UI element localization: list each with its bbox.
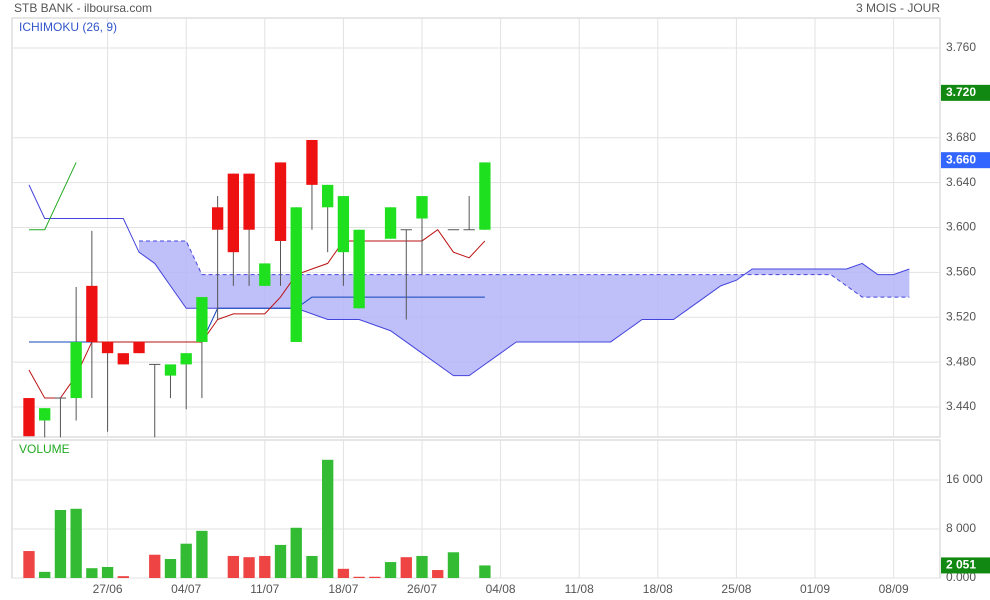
candle-body	[243, 173, 255, 230]
volume-bar	[369, 576, 381, 578]
candle-body	[196, 297, 208, 342]
y-tick-label: 3.520	[946, 309, 976, 323]
candle-body	[353, 229, 365, 309]
candle-body	[101, 341, 114, 354]
volume-bar	[39, 571, 51, 578]
indicator-line	[28, 162, 77, 231]
x-tick-label: 27/06	[93, 582, 123, 596]
indicator-line	[28, 184, 910, 377]
candle-body	[416, 196, 428, 219]
x-tick-label: 01/09	[800, 582, 830, 596]
volume-bar	[101, 566, 114, 578]
volume-bar	[479, 565, 491, 578]
value-badge	[941, 84, 990, 101]
y-tick-label: 3.640	[946, 175, 976, 189]
y-tick-label: 3.440	[946, 399, 976, 413]
candle-body	[479, 162, 491, 230]
volume-bar	[337, 568, 350, 578]
volume-bar	[384, 562, 397, 578]
y-tick-label: 16 000	[946, 472, 983, 486]
x-tick-label: 11/08	[565, 582, 594, 596]
volume-bar	[149, 554, 161, 578]
candle-body	[227, 173, 240, 253]
period: 3 MOIS - JOUR	[856, 1, 940, 15]
volume-bar	[180, 543, 192, 578]
volume-bar	[86, 568, 98, 578]
candle-body	[70, 341, 82, 399]
volume-bar	[54, 510, 67, 578]
x-tick-label: 04/07	[171, 582, 201, 596]
indicator-line	[28, 229, 486, 399]
x-tick-label: 08/09	[879, 582, 909, 596]
candle-body	[86, 285, 98, 342]
volume-bar	[117, 576, 129, 578]
x-tick-label: 26/07	[407, 582, 437, 596]
y-tick-label: 3.600	[946, 220, 976, 234]
candle-body	[274, 162, 287, 241]
x-tick-label: 25/08	[721, 582, 751, 596]
panel-title: ICHIMOKU (26, 9)	[19, 20, 117, 34]
x-tick-label: 04/08	[486, 582, 516, 596]
candle-body	[306, 139, 318, 185]
value-badge	[941, 152, 990, 169]
candle-body	[180, 353, 192, 365]
candle-body	[337, 196, 350, 253]
x-tick-label: 18/07	[328, 582, 358, 596]
volume-bar	[164, 559, 177, 578]
volume-bar	[447, 552, 460, 578]
y-tick-label: 3.480	[946, 354, 976, 368]
candle-body	[39, 408, 51, 421]
ichimoku-cloud	[139, 240, 910, 376]
y-tick-label: 3.560	[946, 265, 976, 279]
value-badge-label: 3.720	[946, 85, 976, 99]
volume-bar	[70, 508, 82, 578]
value-badge	[941, 557, 990, 574]
y-tick-label: 3.680	[946, 130, 976, 144]
y-tick-label: 0.000	[946, 570, 976, 584]
volume-bar	[23, 551, 35, 578]
candle-body	[290, 207, 302, 342]
candle-body	[133, 341, 145, 354]
volume-bar	[306, 555, 318, 578]
y-tick-label: 3.760	[946, 40, 976, 54]
candle-body	[117, 353, 129, 365]
value-badge-label: 3.660	[946, 152, 976, 166]
volume-bar	[416, 555, 428, 578]
candle-body	[322, 184, 334, 208]
x-tick-label: 18/08	[643, 582, 673, 596]
volume-bar	[259, 555, 271, 578]
volume-bar	[432, 570, 444, 578]
y-tick-label: 8 000	[946, 521, 976, 535]
candle-body	[23, 398, 35, 437]
volume-bar	[227, 555, 240, 578]
x-tick-label: 11/07	[250, 582, 279, 596]
candle-body	[164, 364, 177, 376]
volume-bar	[290, 527, 302, 578]
volume-bar	[196, 530, 208, 578]
candle-body	[259, 263, 271, 286]
volume-bar	[353, 576, 365, 578]
volume-bar	[243, 557, 255, 578]
value-badge-label: 2 051	[946, 558, 976, 572]
volume-bar	[274, 544, 287, 578]
candle-body	[384, 207, 397, 239]
panel-title: VOLUME	[19, 442, 70, 456]
candle-body	[211, 207, 224, 230]
volume-bar	[400, 557, 412, 578]
volume-bar	[322, 459, 334, 578]
page-title: STB BANK - ilboursa.com	[14, 1, 152, 15]
